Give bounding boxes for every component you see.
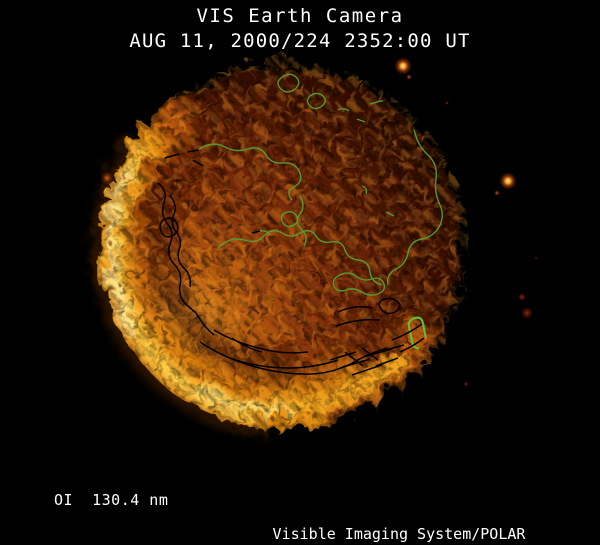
coastlines-night-green — [197, 73, 443, 350]
star-blob — [518, 293, 526, 301]
light-grain-texture — [96, 58, 464, 426]
title-timestamp: AUG 11, 2000/224 2352:00 UT — [129, 30, 471, 52]
limb-fringe — [90, 133, 265, 432]
star-blob — [494, 190, 500, 196]
star-blob — [394, 57, 412, 75]
star-blob — [100, 171, 114, 185]
star-blob — [499, 172, 517, 190]
credits-block: Visible Imaging System/POLAR The Univers… — [255, 491, 544, 545]
star-blob — [521, 307, 533, 319]
wavelength-label: OI 130.4 nm — [54, 491, 169, 509]
coastlines-day-black — [157, 149, 425, 376]
star-blob — [445, 101, 449, 105]
star-blobs — [100, 57, 538, 387]
credit-line1: Visible Imaging System/POLAR — [272, 525, 526, 543]
title-line1: VIS Earth Camera — [196, 5, 404, 27]
star-blob — [534, 256, 538, 260]
earth-disk — [90, 58, 464, 432]
star-blob — [463, 381, 469, 387]
star-blob — [406, 74, 412, 80]
